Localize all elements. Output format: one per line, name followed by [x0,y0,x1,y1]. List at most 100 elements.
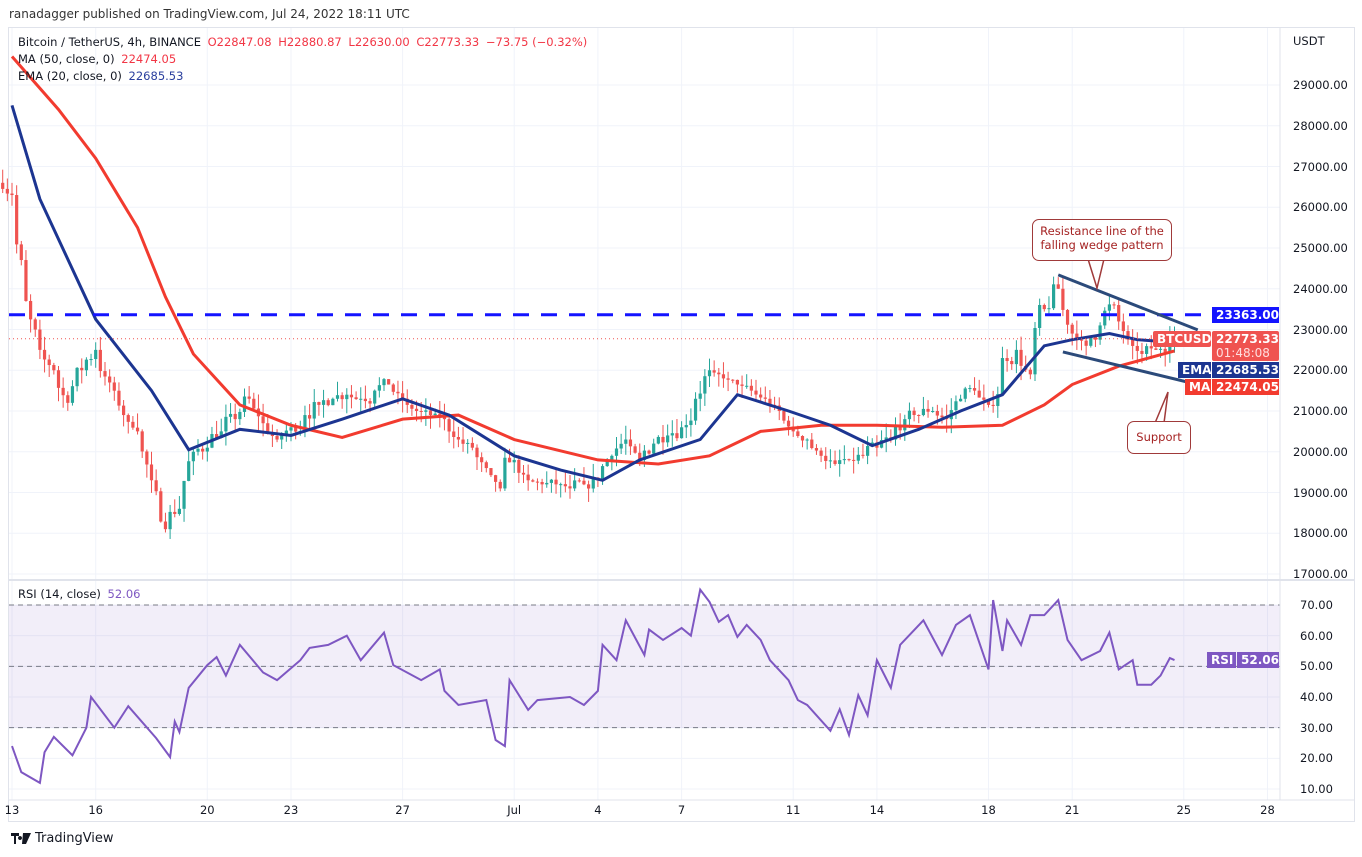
candle-body [33,319,37,330]
candle-body [814,448,819,451]
candle-body [921,408,925,416]
candle-body [354,397,358,400]
candle-body [424,410,428,412]
candle-body [800,436,805,441]
candle-body [610,455,614,462]
candle-body [1126,331,1130,340]
candle-body [261,416,265,424]
candle-body [1033,328,1037,375]
candle-body [484,462,488,469]
ema-price-tag: 22685.53 [1212,362,1279,378]
candle-body [568,486,572,489]
candle-body [619,443,623,449]
rsi-legend[interactable]: RSI (14, close) 52.06 [18,587,143,601]
candle-body [549,479,553,483]
candle-body [61,387,65,396]
date-tick: Jul [507,803,522,817]
candle-body [126,415,130,422]
rsi-tick: 70.00 [1300,598,1333,612]
price-tick: 24000.00 [1293,281,1348,296]
candle-body [512,459,516,463]
candle-body [335,395,340,399]
candle-body [56,370,61,388]
candle-body [740,384,744,386]
ema-value: 22685.53 [128,69,184,83]
candle-body [884,437,888,441]
candle-body [103,371,107,377]
candle-body [1052,284,1056,309]
candle-body [754,390,758,395]
candle-body [391,384,395,392]
candle-body [470,442,474,448]
price-tick: 21000.00 [1293,404,1348,418]
candle-body [80,367,84,371]
candle-body [642,450,646,460]
candle-body [986,399,991,405]
candle-body [735,379,739,385]
candle-body [824,455,828,462]
candle-body [433,413,437,416]
candle-body [1019,349,1023,366]
wedge-support-line [1062,350,1192,385]
candle-body [163,521,168,530]
rsi-price-tag: 52.06 [1237,652,1279,668]
candle-body [935,411,939,416]
ema-legend[interactable]: EMA (20, close, 0) 22685.53 [18,69,186,83]
date-tick: 23 [283,803,299,817]
candle-body [24,260,28,301]
candle-body [98,349,102,372]
candle-body [661,436,665,443]
candle-body [94,349,98,360]
candle-body [605,461,609,467]
candle-body [1038,304,1042,329]
candle-body [317,402,321,405]
candle-body [931,411,935,412]
candle-body [531,480,535,482]
candle-body [280,434,284,440]
candle-body [1089,336,1093,346]
candle-body [1103,310,1107,326]
candle-body [521,472,526,475]
candle-body [703,376,707,394]
candle-body [1014,349,1018,365]
candle-body [419,411,423,412]
candle-body [308,415,312,419]
tradingview-logo[interactable]: TradingView [11,831,114,846]
candle-body [647,450,651,454]
rsi-line [11,587,1175,785]
candle-body [442,417,447,420]
ma-legend[interactable]: MA (50, close, 0) 22474.05 [18,52,179,66]
resistance-callout: Resistance line of the falling wedge pat… [1032,219,1172,261]
candle-body [117,390,121,406]
candle-body [1056,284,1060,289]
candle-body [145,451,149,465]
rsi-tick: 60.00 [1300,628,1333,643]
candle-body [968,388,972,390]
candle-body [559,484,563,486]
candle-body [563,484,567,487]
candle-body [191,451,195,462]
candle-body [731,379,735,381]
candle-body [52,365,56,371]
candle-body [247,396,251,399]
candle-body [275,436,279,440]
candle-body [498,481,502,489]
candle-body [363,398,367,402]
candle-body [321,400,326,405]
candle-body [656,436,660,444]
date-tick: 25 [1176,803,1192,817]
candle-body [489,468,493,476]
candle-body [1070,324,1074,334]
last-price-value: 22773.33 [1216,332,1280,346]
chart-frame [8,27,1355,822]
candle-body [84,359,88,371]
candle-body [852,459,856,461]
countdown: 01:48:08 [1216,346,1270,360]
date-tick: 13 [4,803,20,817]
candle-body [1047,308,1051,310]
candle-body [19,244,23,261]
candle-body [805,439,809,441]
candle-body [1112,304,1116,306]
candle-body [219,431,223,438]
